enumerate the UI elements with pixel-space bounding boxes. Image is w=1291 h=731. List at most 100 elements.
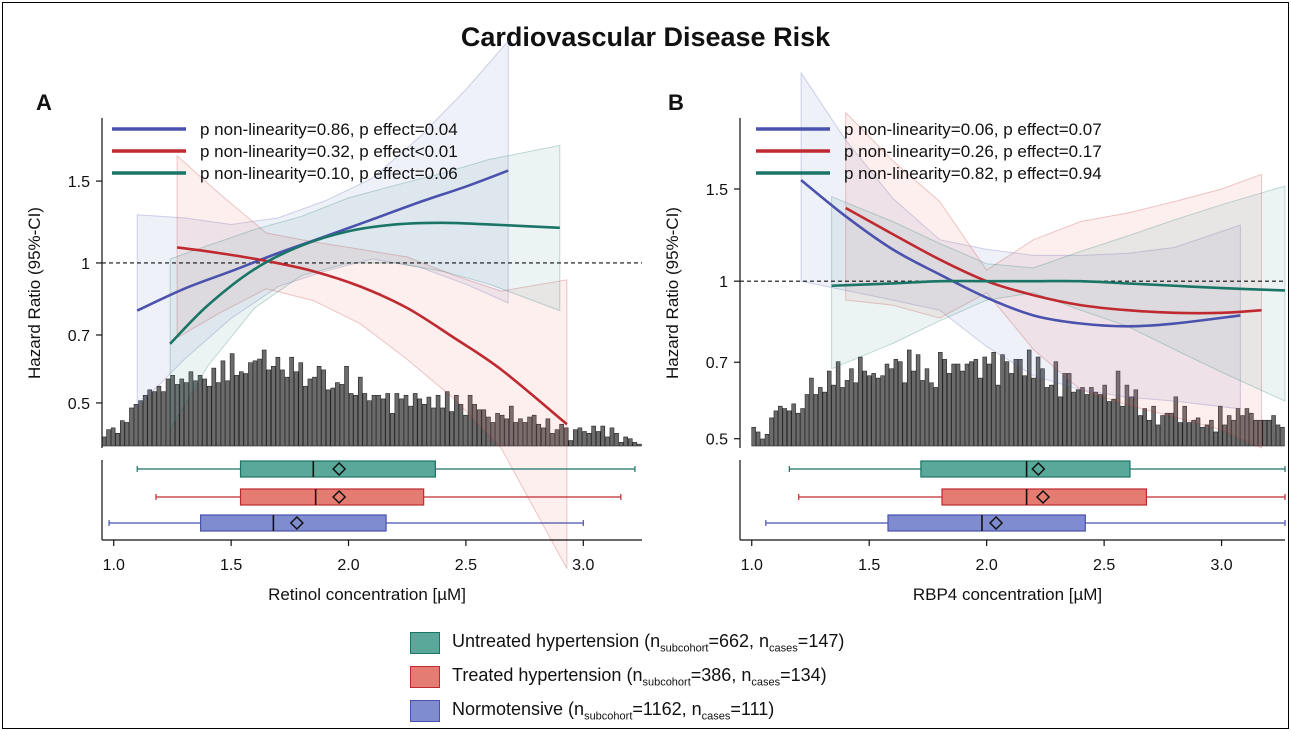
n-subcohort-value: 662	[718, 631, 750, 652]
histogram-bar	[298, 362, 304, 447]
mean-marker	[1031, 461, 1046, 477]
boxplot-untreated	[788, 460, 1286, 478]
hr-curve-normo	[800, 179, 1241, 328]
y-tick-label: 0.5	[68, 396, 90, 413]
histogram-bar	[840, 387, 845, 447]
n-cases-value: 134	[790, 665, 821, 686]
y-tick-label: 1.5	[68, 174, 90, 191]
y-tick-label: 0.7	[68, 328, 90, 345]
hr-curve-untreated	[831, 279, 1286, 292]
histogram-bar	[786, 410, 792, 447]
histogram-bar	[344, 366, 349, 447]
n-subscript: cases	[769, 642, 798, 655]
boxplot-treated	[155, 488, 622, 506]
mean-marker	[988, 515, 1004, 531]
histogram-bar	[764, 433, 770, 447]
histogram-bar	[831, 384, 836, 447]
n-subcohort-value: 386	[701, 665, 732, 686]
histogram-bar	[862, 370, 867, 447]
histogram-bar	[348, 393, 354, 447]
histogram-bar	[866, 375, 872, 447]
histogram	[101, 349, 642, 447]
y-tick-label: 1	[81, 256, 90, 273]
histogram-bar	[778, 405, 783, 447]
n-subscript: cases	[701, 710, 731, 723]
histogram-bar	[316, 366, 322, 447]
panel-a: A 0.5 0.7 1 1.5 Hazard Ratio (95%-CI) p non-li…	[25, 39, 642, 604]
ci-band-normo	[800, 71, 1241, 410]
histogram-bar	[1275, 424, 1281, 447]
histogram-bar	[435, 394, 441, 447]
legend-label: Untreated hypertension	[452, 631, 640, 652]
histogram-bar	[275, 356, 281, 447]
histogram-bar	[170, 375, 175, 447]
histogram-bar	[1231, 419, 1236, 447]
histogram-bar	[1195, 417, 1201, 447]
histogram-bar	[955, 363, 961, 447]
histogram-bar	[942, 359, 947, 447]
histogram-bar	[371, 394, 377, 447]
histogram-bar	[1129, 396, 1134, 447]
histogram-bar	[1151, 405, 1156, 447]
histogram-bar	[403, 394, 409, 447]
histogram-bar	[809, 377, 814, 447]
histogram-bar	[804, 394, 810, 447]
x-tick-label: 2.0	[337, 557, 359, 574]
legend-item-untreated: Untreated hypertension (nsubcohort=662, …	[410, 626, 844, 660]
histogram-bar	[1280, 426, 1285, 447]
histogram-bar	[577, 427, 583, 447]
histogram-bar	[353, 394, 358, 447]
histogram-bar	[1160, 415, 1165, 447]
histogram-bar	[795, 412, 801, 447]
y-axis-label: Hazard Ratio (95%-CI)	[25, 207, 44, 379]
hr-curve-treated	[176, 246, 568, 426]
histogram-bar	[467, 394, 473, 447]
histogram-bar	[206, 385, 212, 447]
histogram-bar	[600, 425, 606, 447]
histogram-bar	[760, 438, 765, 447]
histogram-bar	[906, 349, 912, 447]
histogram-bar	[568, 440, 574, 447]
histogram-bar	[813, 394, 819, 447]
histogram-bar	[248, 362, 253, 447]
histogram-bar	[614, 433, 619, 447]
histogram-bar	[536, 423, 542, 447]
box	[920, 460, 1131, 478]
histogram-bar	[1044, 387, 1050, 447]
histogram-bar	[472, 404, 477, 447]
n-prefix: n	[741, 665, 752, 686]
histogram-bar	[307, 378, 313, 447]
hr-curve-untreated	[169, 221, 560, 345]
histogram-bar	[995, 384, 1001, 447]
histogram-bar	[1071, 391, 1076, 447]
histogram-bar	[417, 398, 423, 447]
histogram-bar	[782, 408, 787, 447]
histogram-bar	[458, 404, 464, 447]
n-prefix: n	[759, 631, 770, 652]
histogram-bar	[335, 382, 340, 447]
histogram-bar	[508, 405, 514, 447]
histogram-bar	[627, 438, 633, 447]
n-subscript: subcohort	[660, 642, 709, 655]
histogram-bar	[147, 389, 153, 447]
y-axis-label: Hazard Ratio (95%-CI)	[663, 207, 682, 379]
histogram-bar	[504, 418, 509, 447]
histogram-bar	[518, 418, 523, 447]
histogram-bar	[380, 398, 386, 447]
histogram-bar	[444, 391, 450, 447]
histogram-bar	[880, 375, 885, 447]
histogram-bar	[1186, 422, 1192, 447]
histogram-bar	[1213, 431, 1219, 447]
x-axis-label: RBP4 concentration [µM]	[913, 585, 1102, 604]
legend-text: p non-linearity=0.10, p effect=0.06	[200, 164, 458, 183]
ci-band-untreated	[831, 185, 1286, 402]
histogram-bar	[1266, 419, 1272, 447]
histogram-bar	[1115, 370, 1121, 447]
legend-text: p non-linearity=0.26, p effect=0.17	[844, 142, 1102, 161]
histogram-bar	[554, 429, 560, 447]
histogram-bar	[1244, 408, 1250, 447]
histogram-bar	[986, 363, 992, 447]
histogram-bar	[938, 352, 943, 447]
histogram-bar	[545, 418, 551, 447]
